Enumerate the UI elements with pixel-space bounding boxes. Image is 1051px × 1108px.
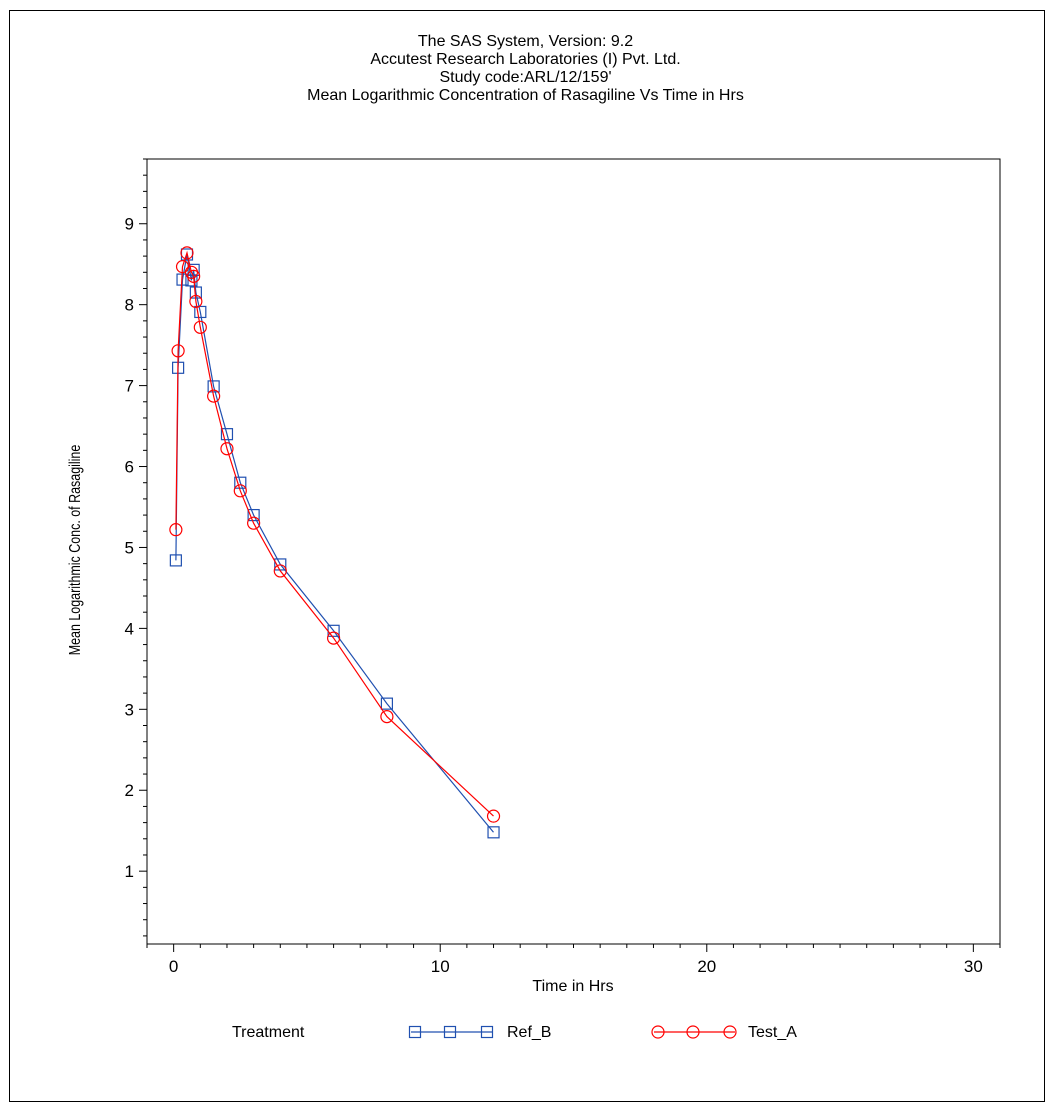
series-line-test-a — [175, 250, 494, 817]
data-point-ref-b — [194, 305, 207, 319]
legend-swatch-marker — [723, 1025, 737, 1039]
series-ref-b — [169, 248, 500, 839]
data-point-ref-b — [247, 508, 260, 522]
legend-title: Treatment — [232, 1024, 305, 1041]
data-point-test-a — [207, 389, 221, 403]
data-point-test-a — [247, 516, 261, 530]
x-tick-label: 20 — [697, 957, 716, 976]
legend-swatch-marker — [686, 1025, 700, 1039]
data-point-test-a — [486, 809, 501, 823]
y-axis-label: Mean Logarithmic Conc. of Rasagiline — [67, 445, 85, 656]
legend-item-test-a: Test_A — [651, 1024, 797, 1041]
legend-item-ref-b: Ref_B — [408, 1024, 551, 1041]
data-point-ref-b — [220, 428, 234, 441]
data-point-test-a — [187, 269, 201, 283]
series-test-a — [169, 246, 501, 823]
data-point-test-a — [169, 523, 183, 537]
chart-frame — [9, 10, 1045, 1102]
chart-title-line-4: Mean Logarithmic Concentration of Rasagi… — [307, 87, 744, 104]
x-tick-label: 30 — [964, 957, 983, 976]
y-tick-label: 5 — [125, 538, 134, 557]
series-layer — [169, 246, 501, 839]
chart-titles: The SAS System, Version: 9.2 Accutest Re… — [0, 33, 1051, 105]
plot-area — [146, 158, 1001, 945]
y-tick-label: 3 — [125, 700, 134, 719]
data-point-test-a — [171, 344, 185, 358]
chart-title-line-3: Study code:ARL/12/159' — [439, 69, 612, 86]
data-point-test-a — [193, 320, 207, 334]
chart-title-line-2: Accutest Research Laboratories (I) Pvt. … — [370, 51, 681, 68]
y-tick-label: 1 — [125, 862, 134, 881]
data-point-ref-b — [207, 380, 220, 393]
x-tick-label: 0 — [169, 957, 178, 976]
chart-title-line-1: The SAS System, Version: 9.2 — [417, 33, 634, 50]
x-axis: 0 10 20 30 — [146, 944, 1001, 976]
data-point-test-a — [220, 442, 234, 456]
data-point-test-a — [233, 484, 247, 498]
data-point-test-a — [189, 294, 203, 309]
x-tick-label: 10 — [431, 957, 450, 976]
legend-swatch-marker — [480, 1025, 494, 1039]
y-tick-label: 8 — [125, 296, 134, 315]
data-point-ref-b — [380, 697, 394, 710]
y-tick-label: 7 — [125, 377, 134, 396]
data-point-test-a — [380, 709, 394, 724]
y-tick-label: 6 — [125, 458, 134, 477]
legend-swatch-marker — [651, 1025, 665, 1039]
legend-swatch-marker — [408, 1025, 422, 1039]
legend: Treatment Ref_B Test_A — [232, 1024, 797, 1041]
data-point-test-a — [326, 631, 341, 645]
y-tick-label: 4 — [125, 619, 134, 638]
legend-label: Test_A — [748, 1024, 797, 1041]
x-axis-label: Time in Hrs — [532, 978, 613, 995]
data-point-ref-b — [487, 826, 500, 839]
data-point-test-a — [273, 564, 287, 578]
y-tick-label: 9 — [125, 215, 134, 234]
legend-swatch-marker — [443, 1025, 457, 1039]
y-tick-label: 2 — [125, 781, 134, 800]
data-point-ref-b — [234, 476, 247, 489]
series-line-ref-b — [175, 254, 494, 833]
data-point-test-a — [180, 246, 194, 260]
legend-label: Ref_B — [507, 1024, 551, 1041]
y-axis: 1 2 3 4 5 6 7 8 9 — [125, 158, 147, 937]
data-point-ref-b — [169, 554, 182, 567]
